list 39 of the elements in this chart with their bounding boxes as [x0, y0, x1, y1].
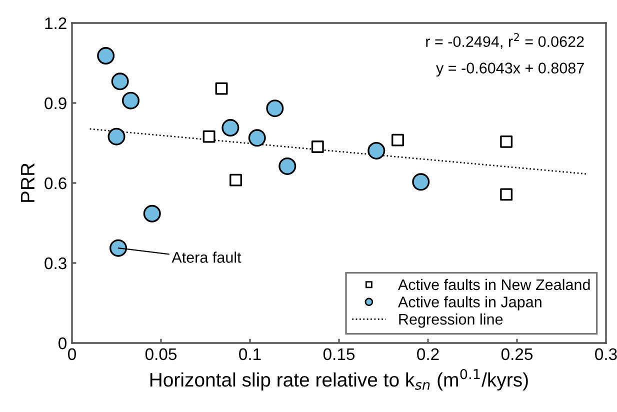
point	[215, 82, 228, 95]
point	[368, 142, 386, 160]
annotation: r = -0.2494, r$^{2}$ = 0.0622	[426, 33, 584, 49]
annotation: y = -0.6043x + 0.8087	[436, 62, 584, 77]
point	[110, 239, 128, 257]
y-tick-label: 0.3	[44, 257, 66, 270]
y-tick-label: 0.9	[44, 97, 66, 110]
legend-label: Active faults in Japan	[398, 296, 542, 310]
point	[311, 140, 324, 153]
point	[230, 174, 242, 186]
x-tick-label: 0.15	[323, 348, 355, 360]
point	[248, 129, 266, 147]
y-axis-title: PRR	[21, 163, 34, 202]
x-tick-label: 0.05	[145, 348, 177, 360]
x-tick-label: 0.2	[417, 348, 439, 360]
y-tick-label: 1.2	[45, 17, 66, 30]
point	[122, 92, 140, 110]
point	[500, 188, 513, 201]
x-tick-label: 0.3	[595, 348, 617, 360]
point	[222, 119, 240, 137]
legend-label: Regression line	[399, 313, 503, 328]
point	[111, 72, 129, 90]
point	[278, 157, 296, 175]
x-axis-title: Horizontal slip rate relative to k$_{sn}$ (m$^{0.1}$/kyrs)	[150, 368, 528, 391]
point	[108, 128, 126, 146]
legend-label: Active faults in New Zealand	[398, 278, 590, 290]
annotation: Atera fault	[172, 252, 242, 263]
x-tick-label: 0.25	[501, 348, 533, 360]
point	[202, 130, 216, 143]
x-tick-label: 0	[68, 348, 76, 360]
y-tick-label: 0	[58, 337, 66, 350]
point	[97, 47, 115, 65]
x-tick-label: 0.1	[239, 348, 261, 360]
point	[500, 135, 513, 148]
point	[392, 134, 404, 146]
point	[412, 173, 430, 191]
point	[266, 100, 284, 118]
point	[143, 204, 161, 222]
y-tick-label: 0.6	[44, 177, 66, 190]
